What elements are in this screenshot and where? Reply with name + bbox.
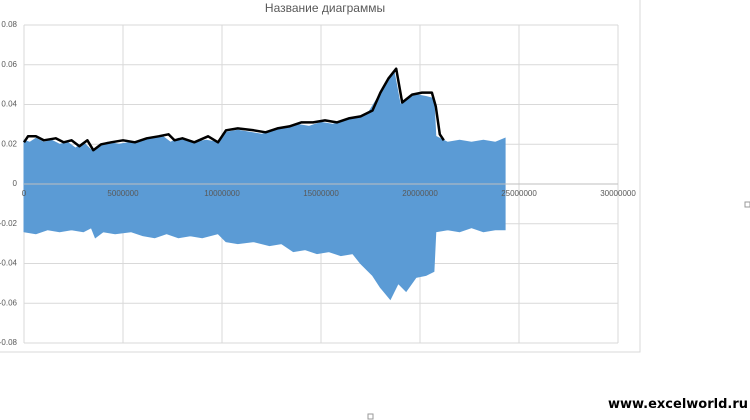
y-tick-label: 0 bbox=[13, 179, 18, 188]
resize-handle bbox=[744, 201, 750, 208]
x-tick-label: 20000000 bbox=[402, 189, 438, 198]
watermark: www.excelworld.ru bbox=[607, 397, 748, 412]
y-tick-label: 0.04 bbox=[1, 100, 17, 109]
envelope-line bbox=[22, 67, 445, 152]
y-tick-label: -0.06 bbox=[0, 298, 18, 307]
y-tick-label: -0.04 bbox=[0, 259, 18, 268]
x-tick-label: 30000000 bbox=[600, 189, 636, 198]
y-tick-label: 0.06 bbox=[1, 60, 17, 69]
y-tick-label: 0.02 bbox=[1, 139, 17, 148]
chart-title: Название диаграммы bbox=[265, 1, 385, 15]
x-tick-label: 10000000 bbox=[204, 189, 240, 198]
resize-handle bbox=[367, 413, 374, 420]
y-tick-label: -0.08 bbox=[0, 338, 18, 347]
x-tick-label: 0 bbox=[22, 189, 27, 198]
y-tick-label: 0.08 bbox=[1, 20, 17, 29]
signal-area bbox=[23, 183, 506, 301]
y-tick-label: -0.02 bbox=[0, 219, 18, 228]
x-tick-label: 15000000 bbox=[303, 189, 339, 198]
x-tick-label: 5000000 bbox=[107, 189, 139, 198]
x-tick-label: 25000000 bbox=[501, 189, 537, 198]
